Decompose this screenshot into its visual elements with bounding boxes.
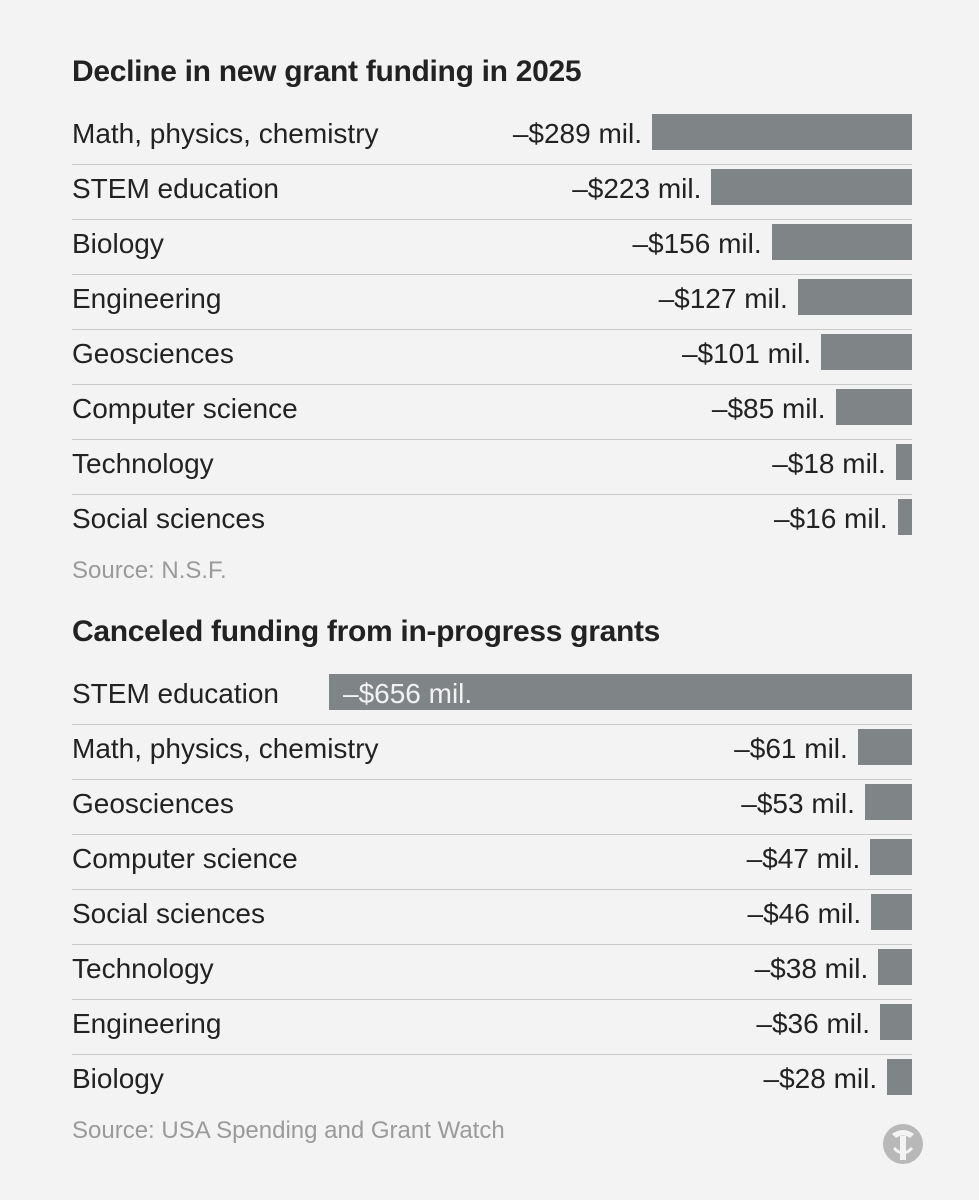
category-label: Biology xyxy=(72,1063,164,1094)
value-label: –$36 mil. xyxy=(756,1008,871,1039)
bar-row: Engineering –$36 mil. xyxy=(72,1000,912,1055)
value-label: –$156 mil. xyxy=(632,228,762,259)
category-label: Biology xyxy=(72,228,164,259)
bar-row: Social sciences –$46 mil. xyxy=(72,890,912,945)
bar xyxy=(887,1059,912,1095)
bar-row: Computer science –$47 mil. xyxy=(72,835,912,890)
bar xyxy=(897,499,912,535)
bar xyxy=(857,729,912,765)
bar-rows: Math, physics, chemistry –$289 mil. STEM e… xyxy=(72,110,912,549)
bar xyxy=(771,224,912,260)
bar-row: Technology –$38 mil. xyxy=(72,945,912,1000)
category-label: Technology xyxy=(72,448,214,479)
chart-title: Decline in new grant funding in 2025 xyxy=(72,55,582,88)
value-label: –$61 mil. xyxy=(734,733,848,764)
bar xyxy=(871,894,912,930)
category-label: Geosciences xyxy=(72,338,234,369)
bar xyxy=(797,279,912,315)
value-label: –$47 mil. xyxy=(746,843,861,874)
bar xyxy=(329,674,912,710)
bar xyxy=(870,839,912,875)
bar xyxy=(835,389,912,425)
bar xyxy=(878,949,912,985)
category-label: Computer science xyxy=(72,843,298,874)
chart-title: Canceled funding from in-progress grants xyxy=(72,615,661,648)
category-label: Social sciences xyxy=(72,503,265,534)
chart-new-grant-decline: Decline in new grant funding in 2025 Mat… xyxy=(72,50,912,587)
value-label: –$85 mil. xyxy=(711,393,826,424)
category-label: Engineering xyxy=(72,283,222,314)
value-label: –$127 mil. xyxy=(658,283,788,314)
bar-row: Geosciences –$101 mil. xyxy=(72,330,912,385)
value-label: –$16 mil. xyxy=(773,503,888,534)
value-label: –$53 mil. xyxy=(741,788,855,819)
category-label: STEM education xyxy=(72,173,279,204)
bar xyxy=(821,334,912,370)
bar-row: Social sciences –$16 mil. xyxy=(72,495,912,549)
bar-row: Math, physics, chemistry –$289 mil. xyxy=(72,110,912,165)
category-label: Technology xyxy=(72,953,214,984)
bar-row: STEM education –$656 mil. xyxy=(72,670,912,725)
source-note: Source: USA Spending and Grant Watch xyxy=(72,1117,505,1144)
category-label: STEM education xyxy=(72,678,279,709)
bar-row: Biology –$28 mil. xyxy=(72,1055,912,1109)
value-label: –$28 mil. xyxy=(763,1063,878,1094)
value-label: –$101 mil. xyxy=(681,338,812,369)
value-label: –$46 mil. xyxy=(747,898,862,929)
category-label: Geosciences xyxy=(72,788,234,819)
bar-row: Engineering –$127 mil. xyxy=(72,275,912,330)
value-label: –$38 mil. xyxy=(754,953,869,984)
bar xyxy=(880,1004,912,1040)
value-label: –$223 mil. xyxy=(572,173,702,204)
bar xyxy=(652,114,912,150)
bar-row: Biology –$156 mil. xyxy=(72,220,912,275)
category-label: Engineering xyxy=(72,1008,222,1039)
value-label: –$656 mil. xyxy=(343,678,473,709)
bar-row: Technology –$18 mil. xyxy=(72,440,912,495)
source-note: Source: N.S.F. xyxy=(72,557,227,584)
bar xyxy=(711,169,912,205)
nyt-logo-icon xyxy=(883,1124,923,1164)
bar-row: Geosciences –$53 mil. xyxy=(72,780,912,835)
value-label: –$18 mil. xyxy=(772,448,886,479)
chart-canceled-funding: Canceled funding from in-progress grants… xyxy=(72,610,912,1147)
bar-row: Math, physics, chemistry –$61 mil. xyxy=(72,725,912,780)
bar-row: Computer science –$85 mil. xyxy=(72,385,912,440)
value-label: –$289 mil. xyxy=(512,118,642,149)
category-label: Social sciences xyxy=(72,898,265,929)
category-label: Math, physics, chemistry xyxy=(72,733,379,764)
bar xyxy=(895,444,912,480)
category-label: Math, physics, chemistry xyxy=(72,118,379,149)
bar-rows: STEM education –$656 mil. Math, physics, c… xyxy=(72,670,912,1109)
category-label: Computer science xyxy=(72,393,298,424)
bar-row: STEM education –$223 mil. xyxy=(72,165,912,220)
bar xyxy=(864,784,912,820)
